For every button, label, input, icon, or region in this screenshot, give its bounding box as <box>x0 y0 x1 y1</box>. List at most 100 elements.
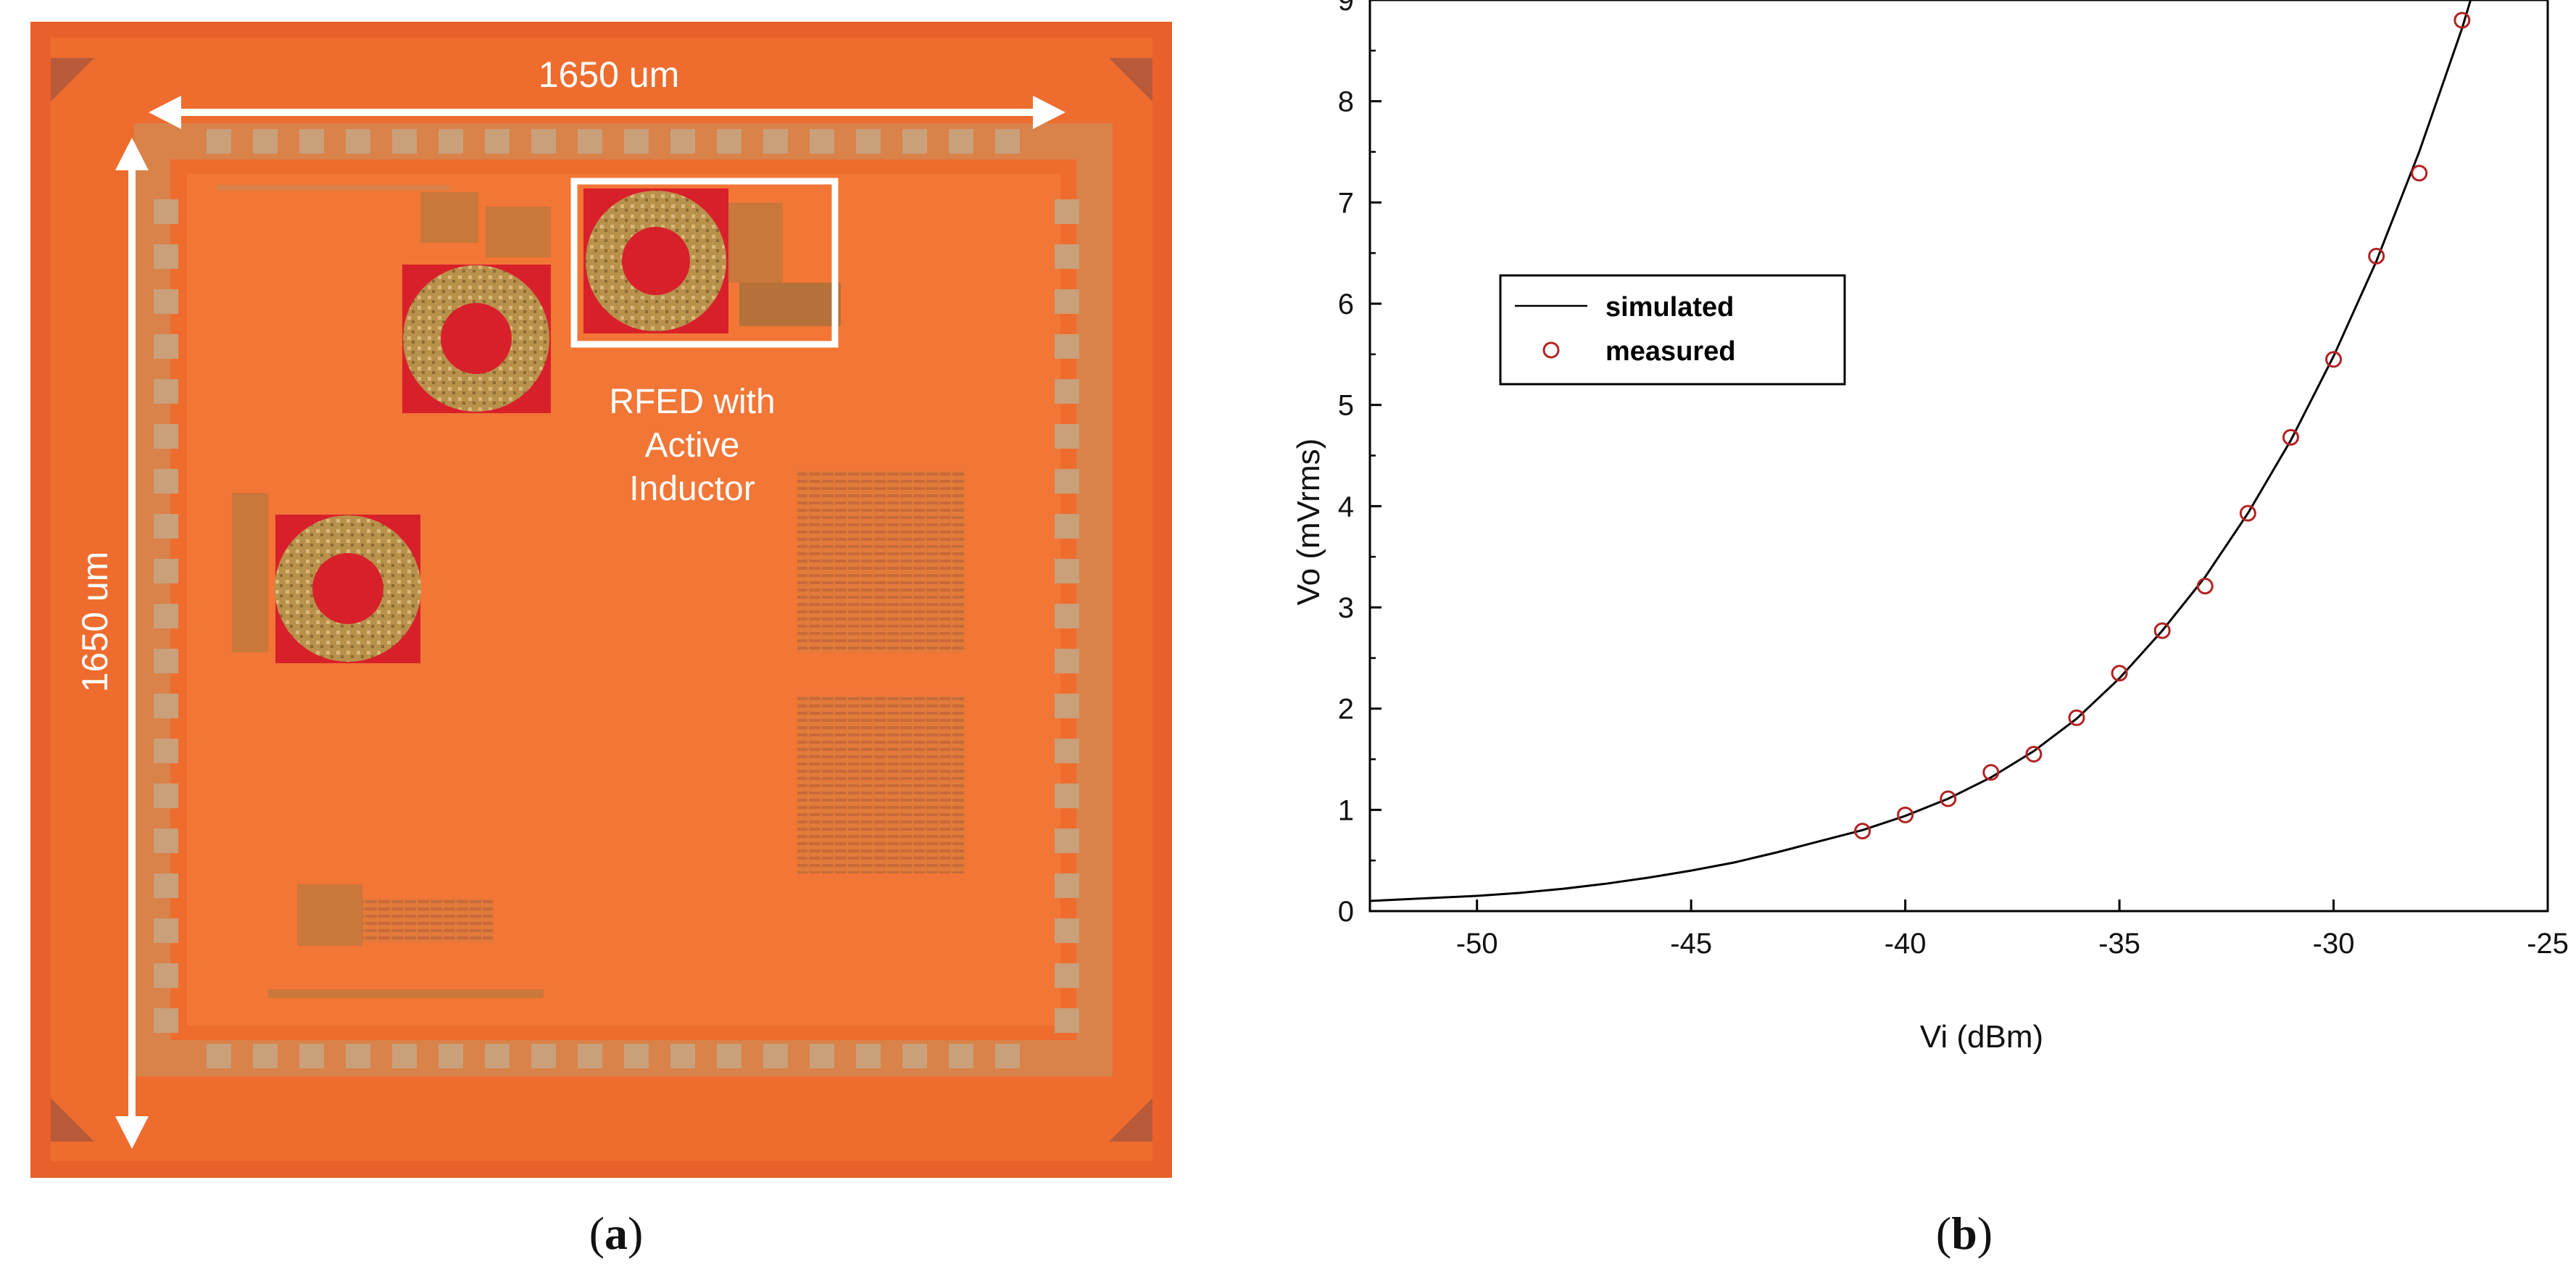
bond-pad <box>346 1044 370 1068</box>
y-tick-label: 4 <box>1338 491 1354 523</box>
bond-pad <box>1055 828 1079 853</box>
bond-pad <box>392 129 417 154</box>
bond-pad <box>154 424 178 449</box>
circuit-block <box>217 185 449 191</box>
corner-mark <box>51 1098 94 1142</box>
bond-pad <box>1055 559 1079 583</box>
y-axis-label: Vo (mVrms) <box>1291 439 1326 606</box>
rfed-highlight-box <box>570 178 839 348</box>
rfed-label-line-2: Active <box>645 426 740 465</box>
y-tick-label: 8 <box>1338 86 1354 118</box>
x-tick-label: -35 <box>2098 928 2140 960</box>
measured-point <box>2153 622 2171 639</box>
rfed-label-line-3: Inductor <box>629 470 755 508</box>
y-tick-label: 3 <box>1338 592 1354 624</box>
bond-pad <box>1055 784 1079 808</box>
bond-pad <box>856 129 881 154</box>
circuit-block <box>232 493 268 652</box>
bond-pad <box>624 129 649 154</box>
bond-pad <box>1055 469 1079 494</box>
caption-b: (b) <box>1935 1208 1993 1259</box>
bond-pad <box>670 1044 695 1068</box>
bond-pad <box>154 289 178 314</box>
measured-point <box>2282 428 2299 446</box>
bond-pad <box>810 129 834 154</box>
plot-frame <box>1368 0 2549 913</box>
bond-pad <box>1055 1008 1079 1033</box>
measured-point <box>2325 351 2343 368</box>
bond-pad <box>1055 244 1079 269</box>
measured-point <box>2025 746 2043 763</box>
circuit-block <box>420 192 478 243</box>
bond-pad <box>1055 289 1079 314</box>
chip-micrograph-panel: RFED with Active Inductor 1650 um 1650 u… <box>0 0 1232 1288</box>
measured-point <box>2068 709 2085 726</box>
bond-pad <box>1055 424 1079 449</box>
bond-pad <box>717 129 741 154</box>
bond-pad <box>902 1044 927 1068</box>
bond-pad <box>1055 918 1079 943</box>
bond-pad <box>485 1044 510 1068</box>
bond-pad <box>949 129 973 154</box>
bond-pad <box>995 129 1020 154</box>
chart-panel: -50 -45 -40 -35 -30 -25 0 1 2 3 4 5 6 7 8 9 Vi (dBm) Vo… <box>1232 0 2576 1288</box>
bond-pad <box>1055 514 1079 539</box>
bond-pad <box>763 1044 788 1068</box>
bond-pad <box>154 828 178 853</box>
measured-point <box>2111 665 2128 682</box>
bond-pad <box>299 1044 324 1068</box>
bond-pad <box>154 604 178 628</box>
bond-pad <box>154 873 178 898</box>
bond-pad <box>346 129 370 154</box>
x-tick-label: -25 <box>2527 928 2569 960</box>
circuit-block <box>739 283 841 326</box>
bond-pads <box>154 129 1079 1068</box>
chart: -50 -45 -40 -35 -30 -25 0 1 2 3 4 5 6 7 8 9 Vi (dBm) Vo… <box>1291 0 2569 1055</box>
legend-box <box>1499 274 1846 386</box>
width-dimension-arrow <box>149 96 1065 129</box>
legend-measured-label: measured <box>1605 336 1736 367</box>
corner-mark <box>1109 1098 1152 1142</box>
bond-pad <box>154 963 178 988</box>
bond-pad <box>902 129 927 154</box>
inductor-3 <box>275 515 421 663</box>
bond-pad <box>253 129 278 154</box>
measured-point <box>2411 165 2428 182</box>
measured-point <box>1940 790 1957 807</box>
caption-a-letter: a <box>604 1208 628 1259</box>
circuit-block <box>268 989 544 998</box>
y-tick-label: 1 <box>1338 794 1354 826</box>
bond-pad <box>856 1044 881 1068</box>
bond-pad <box>1055 334 1079 359</box>
circuit-block <box>797 696 964 873</box>
bond-pad <box>154 739 178 763</box>
x-tick-label: -30 <box>2313 928 2355 960</box>
y-tick-label: 5 <box>1338 390 1354 422</box>
measured-point <box>2368 247 2385 265</box>
bond-pad <box>154 559 178 583</box>
x-tick-label: -45 <box>1670 928 1712 960</box>
bond-pad <box>207 1044 231 1068</box>
bond-pad <box>1055 199 1079 224</box>
bond-pad <box>578 1044 602 1068</box>
measured-point <box>1854 823 1871 840</box>
bond-pad <box>1055 649 1079 673</box>
chart-series <box>1369 0 2472 902</box>
inductor-1 <box>583 188 728 333</box>
y-tick-label: 9 <box>1338 0 1354 17</box>
bond-pad <box>392 1044 417 1068</box>
bond-pad <box>995 1044 1020 1068</box>
chart-ticks: -50 -45 -40 -35 -30 -25 0 1 2 3 4 5 6 7 8 9 <box>1338 0 2569 960</box>
pad-ring <box>134 123 1113 1076</box>
bond-pad <box>439 1044 463 1068</box>
measured-point <box>2196 578 2214 595</box>
x-axis-label: Vi (dBm) <box>1920 1019 2043 1055</box>
chip-micrograph: RFED with Active Inductor 1650 um 1650 u… <box>30 22 1172 1178</box>
height-dimension-label: 1650 um <box>75 552 115 693</box>
bond-pad <box>531 129 556 154</box>
bond-pad <box>154 199 178 224</box>
measured-point <box>2454 12 2471 29</box>
bond-pad <box>1055 739 1079 763</box>
y-tick-label: 2 <box>1338 694 1354 726</box>
corner-mark <box>51 58 94 101</box>
